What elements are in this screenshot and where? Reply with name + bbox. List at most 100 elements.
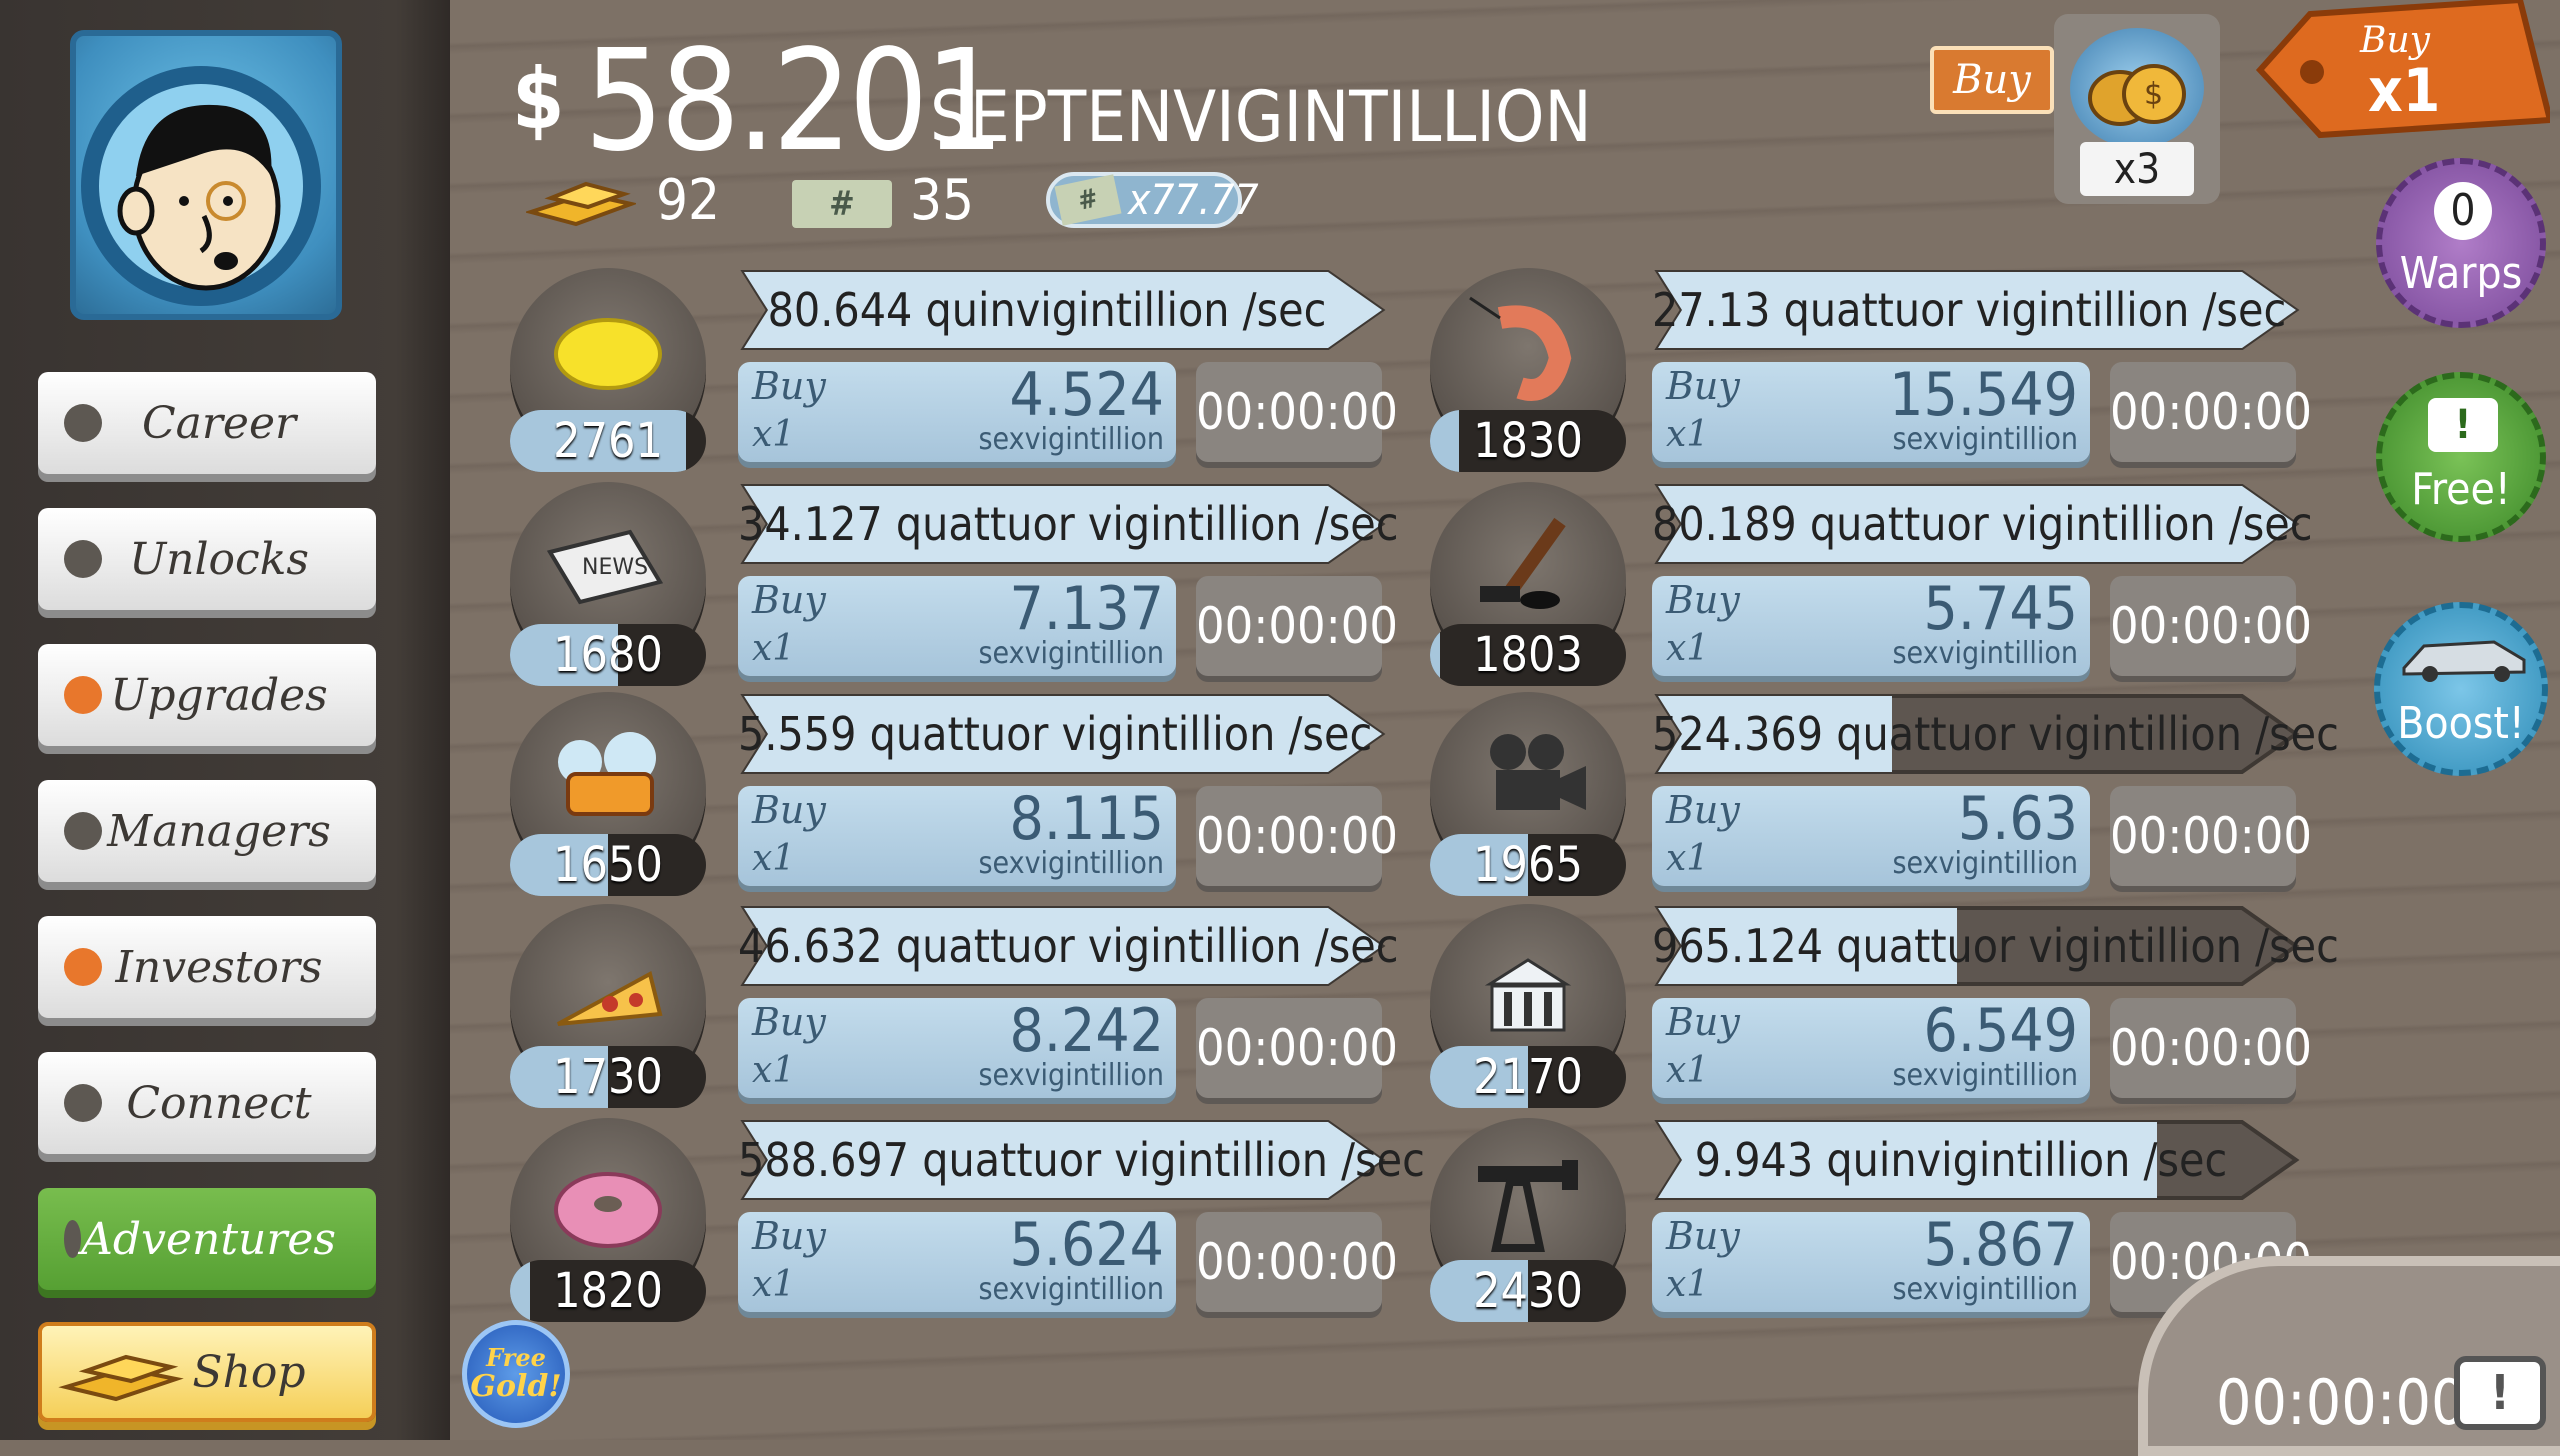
buy-business-button[interactable]: Buy x1 5.624 sexvigintillion	[738, 1210, 1176, 1312]
buy-qty: x1	[1666, 628, 1710, 669]
buy-business-button[interactable]: Buy x1 5.745 sexvigintillion	[1652, 574, 2090, 676]
revenue-progress-bar[interactable]: 80.189 quattuor vigintillion /sec	[1652, 482, 2313, 566]
multiplier-value: x77.77	[1128, 175, 1259, 224]
gold-count: 92	[656, 168, 721, 233]
count-progress-fill	[510, 624, 618, 686]
revenue-rate: 5.559 quattuor vigintillion /sec	[738, 707, 1373, 761]
business-count: 2170	[1430, 1046, 1626, 1108]
buy-business-button[interactable]: Buy x1 5.63 sexvigintillion	[1652, 784, 2090, 886]
bank-icon	[1484, 958, 1572, 1032]
nav-connect[interactable]: Connect	[38, 1052, 376, 1154]
buy-quantity-button[interactable]: Buy x1	[2250, 0, 2550, 140]
notification-dot	[64, 676, 102, 714]
warps-label: Warps	[2399, 248, 2523, 299]
revenue-progress-bar[interactable]: 80.644 quinvigintillion /sec	[738, 268, 1386, 352]
bottom-timer: 00:00:00	[2216, 1366, 2467, 1439]
progress-bar-shape	[1654, 694, 2300, 774]
buy-qty: x1	[1666, 838, 1710, 879]
buy-business-button[interactable]: Buy x1 8.242 sexvigintillion	[738, 996, 1176, 1098]
player-avatar[interactable]	[70, 30, 342, 320]
revenue-progress-bar[interactable]: 524.369 quattuor vigintillion /sec	[1652, 692, 2339, 776]
revenue-progress-bar[interactable]: 34.127 quattuor vigintillion /sec	[738, 482, 1399, 566]
price-tag-icon	[2255, 0, 2550, 139]
revenue-progress-bar[interactable]: 9.943 quinvigintillion /sec	[1652, 1118, 2300, 1202]
buy-qty: x1	[1666, 1264, 1710, 1305]
nav-upgrades[interactable]: Upgrades	[38, 644, 376, 746]
revenue-rate: 965.124 quattuor vigintillion /sec	[1652, 919, 2339, 973]
cost-unit: sexvigintillion	[1892, 1058, 2078, 1093]
pizza-icon	[557, 971, 663, 1026]
buy-label: Buy	[752, 364, 826, 408]
revenue-progress-bar[interactable]: 5.559 quattuor vigintillion /sec	[738, 692, 1386, 776]
money-bags-icon: $	[2088, 64, 2186, 126]
buy-business-button[interactable]: Buy x1 15.549 sexvigintillion	[1652, 360, 2090, 462]
buy-business-button[interactable]: Buy x1 4.524 sexvigintillion	[738, 360, 1176, 462]
revenue-progress-bar[interactable]: 965.124 quattuor vigintillion /sec	[1652, 904, 2339, 988]
revenue-progress-bar[interactable]: 46.632 quattuor vigintillion /sec	[738, 904, 1399, 988]
count-progress-fill	[510, 834, 608, 896]
buy-label: Buy	[1666, 1000, 1740, 1044]
bag-multiplier: x3	[2080, 142, 2194, 196]
cost-unit: sexvigintillion	[1892, 1272, 2078, 1307]
gold-bars-icon	[58, 1354, 184, 1402]
buy-business-button[interactable]: Buy x1 6.549 sexvigintillion	[1652, 996, 2090, 1098]
buy-cost: 6.549	[1923, 996, 2078, 1066]
buy-cost: 5.867	[1923, 1210, 2078, 1280]
nav-unlocks[interactable]: Unlocks	[38, 508, 376, 610]
nav-shop[interactable]: Shop	[38, 1322, 376, 1422]
progress-bar-shape	[740, 906, 1386, 986]
progress-bar-shape	[1654, 906, 2300, 986]
revenue-rate: 46.632 quattuor vigintillion /sec	[738, 919, 1399, 973]
revenue-progress-bar[interactable]: 27.13 quattuor vigintillion /sec	[1652, 268, 2300, 352]
count-value: 2170	[1473, 1049, 1583, 1105]
nav-label: Unlocks	[129, 533, 309, 585]
buy-cost: 4.524	[1009, 360, 1164, 430]
time-car-icon	[2402, 640, 2526, 682]
buy-qty: x1	[752, 414, 796, 455]
gold-bars-icon	[526, 181, 636, 227]
buy-business-button[interactable]: Buy x1 5.867 sexvigintillion	[1652, 1210, 2090, 1312]
buy-business-button[interactable]: Buy x1 7.137 sexvigintillion	[738, 574, 1176, 676]
business-count: 1730	[510, 1046, 706, 1108]
free-tv-button[interactable]: ! Free!	[2376, 372, 2546, 542]
nav-label: Investors	[115, 941, 323, 993]
movie-camera-icon	[1490, 734, 1586, 810]
currency-symbol: $	[512, 50, 565, 148]
free-gold-button[interactable]: Free Gold!	[462, 1320, 570, 1428]
warps-button[interactable]: 0 Warps	[2376, 158, 2546, 328]
nav-managers[interactable]: Managers	[38, 780, 376, 882]
business-timer: 00:00:00	[1196, 1212, 1398, 1312]
cost-unit: sexvigintillion	[978, 1058, 1164, 1093]
buy-money-bag-button[interactable]: Buy	[1930, 46, 2054, 114]
oil-rig-icon	[1478, 1160, 1578, 1252]
count-value: 1830	[1473, 413, 1583, 469]
revenue-rate: 9.943 quinvigintillion /sec	[1694, 1133, 2228, 1187]
boost-button[interactable]: Boost!	[2374, 602, 2548, 776]
business-count: 1830	[1430, 410, 1626, 472]
money-bag-button[interactable]: $ x3	[2054, 14, 2220, 204]
buy-label: Buy	[752, 1214, 826, 1258]
business-count: 1820	[510, 1260, 706, 1322]
progress-bar-shape	[1654, 270, 2300, 350]
buy-qty: x1	[752, 1050, 796, 1091]
nav-investors[interactable]: Investors	[38, 916, 376, 1018]
nav-career[interactable]: Career	[38, 372, 376, 474]
count-progress-fill	[510, 410, 687, 472]
count-progress-fill	[1430, 1046, 1528, 1108]
progress-bar-shape	[1654, 484, 2300, 564]
business-timer: 00:00:00	[1196, 576, 1398, 676]
tv-ad-icon[interactable]: !	[2454, 1356, 2546, 1430]
cost-unit: sexvigintillion	[978, 846, 1164, 881]
buy-cost: 15.549	[1889, 360, 2078, 430]
status-dot	[64, 1084, 102, 1122]
revenue-progress-bar[interactable]: 588.697 quattuor vigintillion /sec	[738, 1118, 1425, 1202]
status-dot	[64, 404, 102, 442]
buy-business-button[interactable]: Buy x1 8.115 sexvigintillion	[738, 784, 1176, 886]
business-timer: 00:00:00	[2110, 362, 2312, 462]
buy-label: Buy	[1666, 364, 1740, 408]
count-value: 2761	[553, 413, 663, 469]
bottom-timer-panel: 00:00:00 !	[2138, 1256, 2560, 1456]
buy-label: Buy	[1666, 578, 1740, 622]
megabucks-icon: #	[1054, 174, 1122, 226]
nav-adventures[interactable]: Adventures	[38, 1188, 376, 1290]
